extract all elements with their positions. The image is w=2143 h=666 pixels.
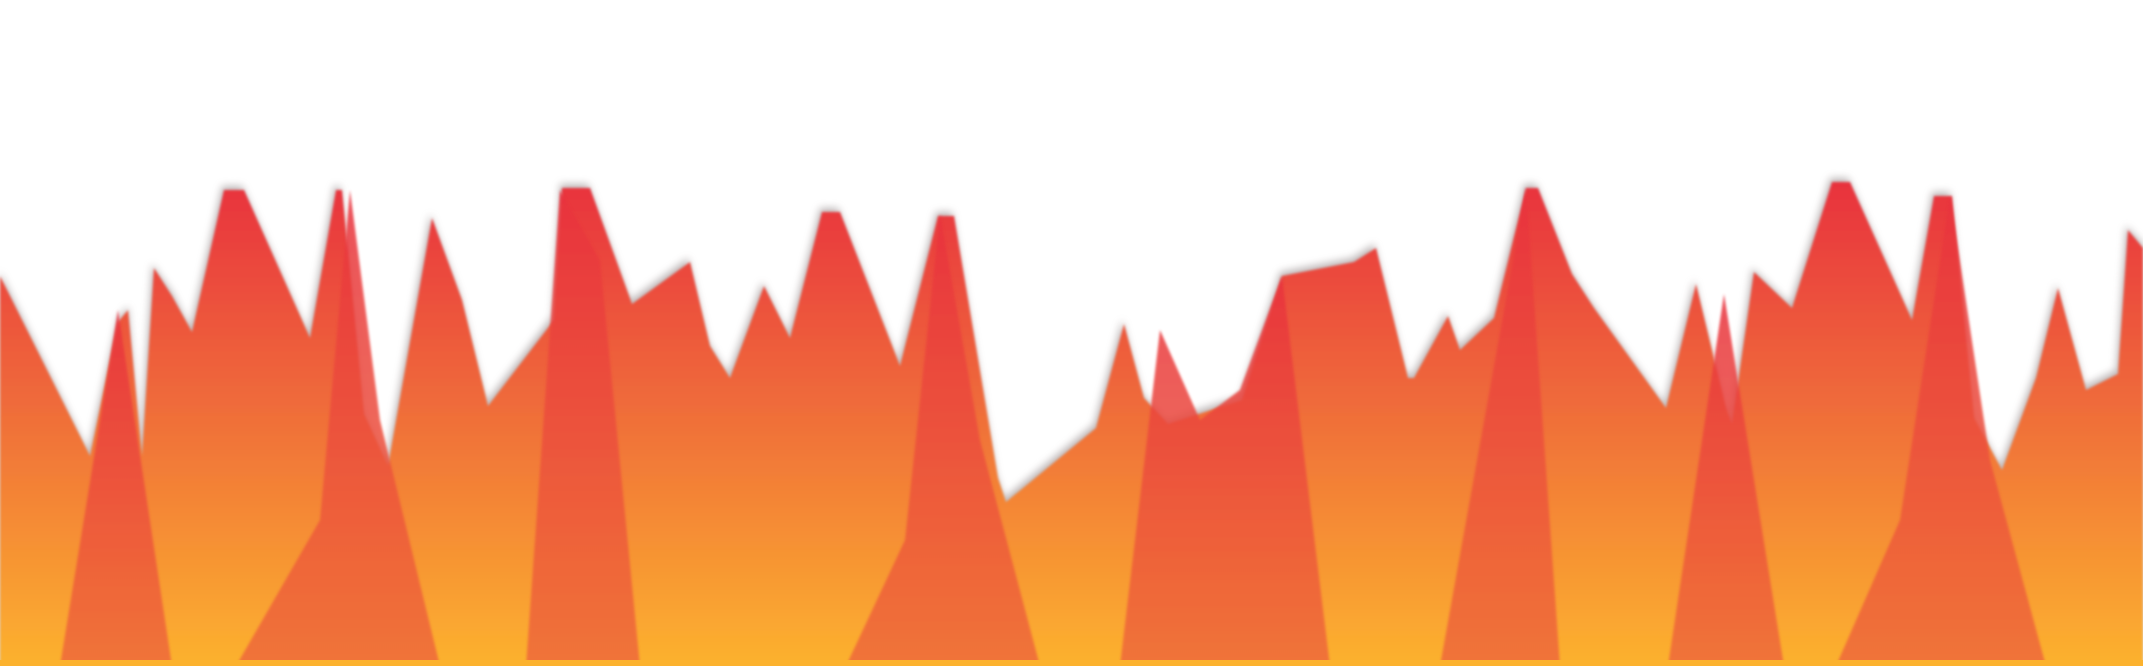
flame-tongue: [60, 310, 172, 666]
base-band: [0, 660, 2143, 666]
flame-tongues: [60, 188, 2046, 666]
flame-tongue: [526, 190, 640, 666]
flame-tongue: [1120, 276, 1330, 666]
flame-tongue: [1836, 196, 2046, 666]
flame-tongue: [1440, 188, 1560, 666]
flame-tongue: [846, 214, 1040, 666]
flame-tongue: [1668, 294, 1784, 666]
flame-tongue: [236, 190, 440, 666]
